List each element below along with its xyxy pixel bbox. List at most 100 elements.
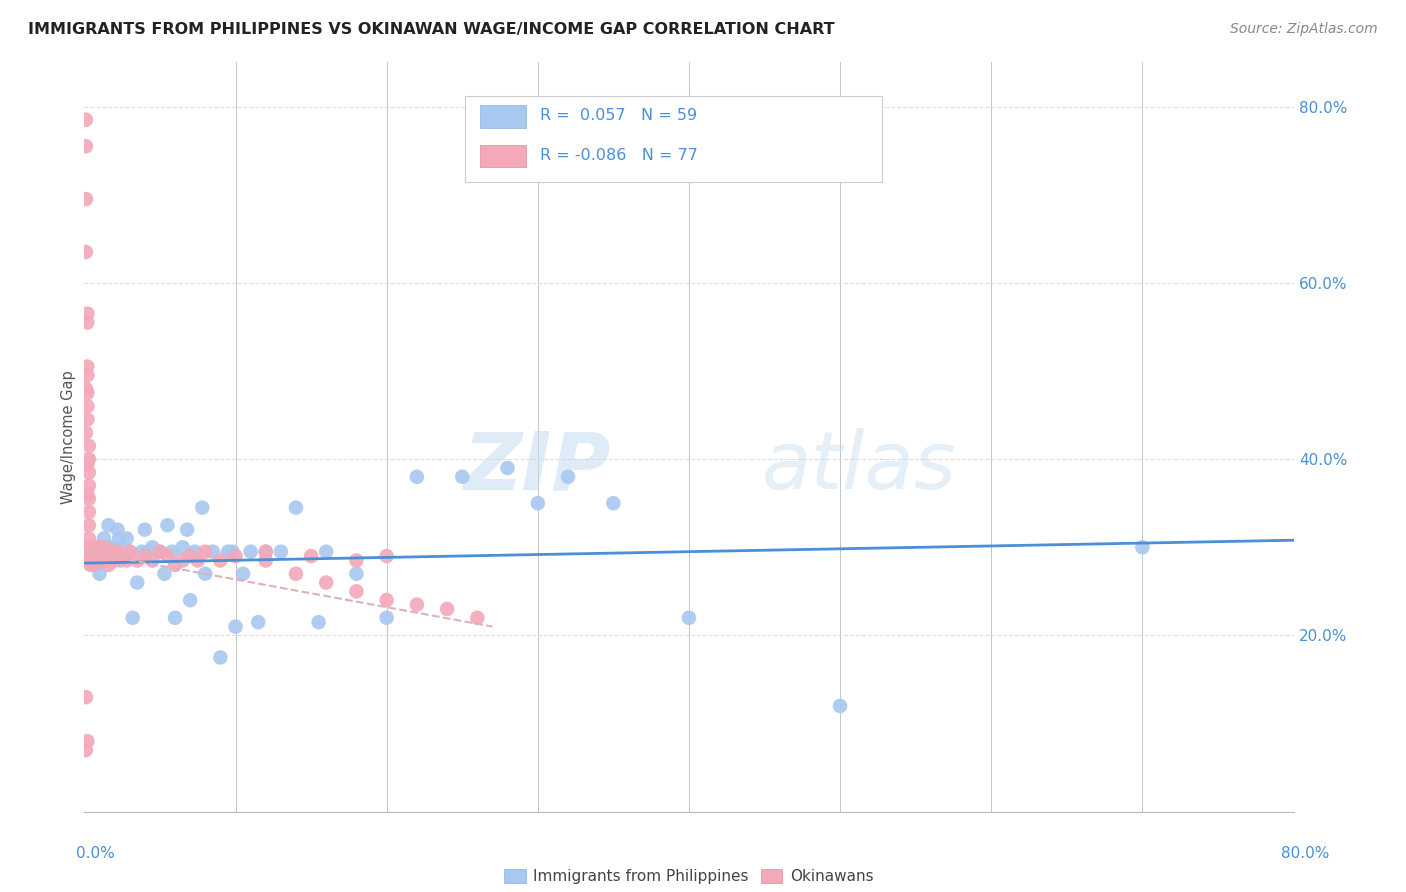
Point [375, 593, 398, 607]
Point [76, 457, 98, 471]
Point [131, 544, 153, 558]
Text: ZIP: ZIP [463, 428, 610, 506]
Point [97, 518, 120, 533]
Point [77, 532, 100, 546]
Point [149, 544, 172, 558]
Point [76, 734, 98, 748]
Point [75, 425, 97, 440]
Point [82, 549, 104, 563]
Point [75, 690, 97, 705]
Point [153, 566, 176, 581]
Point [82, 558, 104, 572]
Point [76, 412, 98, 426]
Text: R = -0.086   N = 77: R = -0.086 N = 77 [540, 148, 699, 163]
Point [127, 575, 149, 590]
Point [221, 544, 243, 558]
Point [91, 553, 114, 567]
Point [77, 439, 100, 453]
Y-axis label: Wage/Income Gap: Wage/Income Gap [60, 370, 76, 504]
Point [90, 544, 112, 558]
Point [75, 382, 97, 396]
Point [107, 544, 129, 558]
FancyBboxPatch shape [465, 96, 883, 182]
Point [77, 478, 100, 492]
FancyBboxPatch shape [479, 145, 526, 168]
Point [90, 544, 112, 558]
Point [225, 619, 247, 633]
Point [111, 549, 134, 563]
Point [183, 544, 205, 558]
Point [104, 553, 127, 567]
Point [191, 500, 214, 515]
Text: 0.0%: 0.0% [76, 847, 115, 861]
Point [97, 558, 120, 572]
Point [104, 544, 127, 558]
Point [1130, 541, 1153, 555]
Point [254, 544, 277, 558]
Legend: Immigrants from Philippines, Okinawans: Immigrants from Philippines, Okinawans [498, 863, 880, 890]
Point [375, 611, 398, 625]
Point [76, 316, 98, 330]
Point [100, 541, 122, 555]
Point [96, 544, 118, 558]
Point [496, 461, 519, 475]
Point [98, 544, 121, 558]
Point [678, 611, 700, 625]
Point [77, 518, 100, 533]
Point [217, 544, 239, 558]
Point [406, 598, 429, 612]
Point [75, 244, 97, 259]
Point [179, 593, 201, 607]
Point [115, 532, 138, 546]
Text: atlas: atlas [762, 428, 956, 506]
Point [557, 469, 579, 483]
Point [76, 487, 98, 501]
Point [118, 544, 141, 558]
Point [87, 541, 110, 555]
Point [176, 523, 198, 537]
Point [127, 553, 149, 567]
Point [89, 566, 111, 581]
FancyBboxPatch shape [479, 105, 526, 128]
Point [156, 549, 179, 563]
Point [89, 553, 111, 567]
Point [149, 544, 172, 558]
Point [209, 650, 232, 665]
Point [80, 544, 103, 558]
Point [76, 368, 98, 383]
Point [93, 532, 115, 546]
Point [80, 553, 103, 567]
Text: 80.0%: 80.0% [1281, 847, 1329, 861]
Point [76, 307, 98, 321]
Point [141, 541, 163, 555]
Text: IMMIGRANTS FROM PHILIPPINES VS OKINAWAN WAGE/INCOME GAP CORRELATION CHART: IMMIGRANTS FROM PHILIPPINES VS OKINAWAN … [28, 22, 835, 37]
Point [247, 615, 270, 630]
Point [285, 500, 308, 515]
Point [187, 553, 209, 567]
Point [406, 469, 429, 483]
Point [172, 541, 194, 555]
Point [77, 491, 100, 506]
Point [527, 496, 550, 510]
Point [467, 611, 489, 625]
Point [86, 544, 108, 558]
Point [115, 553, 138, 567]
Point [77, 544, 100, 558]
Point [315, 575, 337, 590]
Point [107, 523, 129, 537]
Point [79, 553, 101, 567]
Point [270, 544, 292, 558]
Point [76, 399, 98, 413]
Point [80, 549, 103, 563]
Point [93, 541, 115, 555]
Point [111, 541, 134, 555]
Point [110, 553, 132, 567]
Point [100, 544, 122, 558]
Point [134, 523, 156, 537]
Point [141, 553, 163, 567]
Point [75, 192, 97, 206]
Text: R =  0.057   N = 59: R = 0.057 N = 59 [540, 108, 697, 123]
Point [134, 549, 156, 563]
Point [602, 496, 624, 510]
Point [84, 544, 107, 558]
